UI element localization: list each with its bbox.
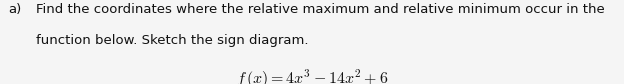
Text: function below. Sketch the sign diagram.: function below. Sketch the sign diagram. [36, 34, 309, 47]
Text: Find the coordinates where the relative maximum and relative minimum occur in th: Find the coordinates where the relative … [36, 3, 605, 16]
Text: $f\,(x) = 4x^3 -14x^2 + 6$: $f\,(x) = 4x^3 -14x^2 + 6$ [236, 67, 388, 84]
Text: a): a) [8, 3, 21, 16]
